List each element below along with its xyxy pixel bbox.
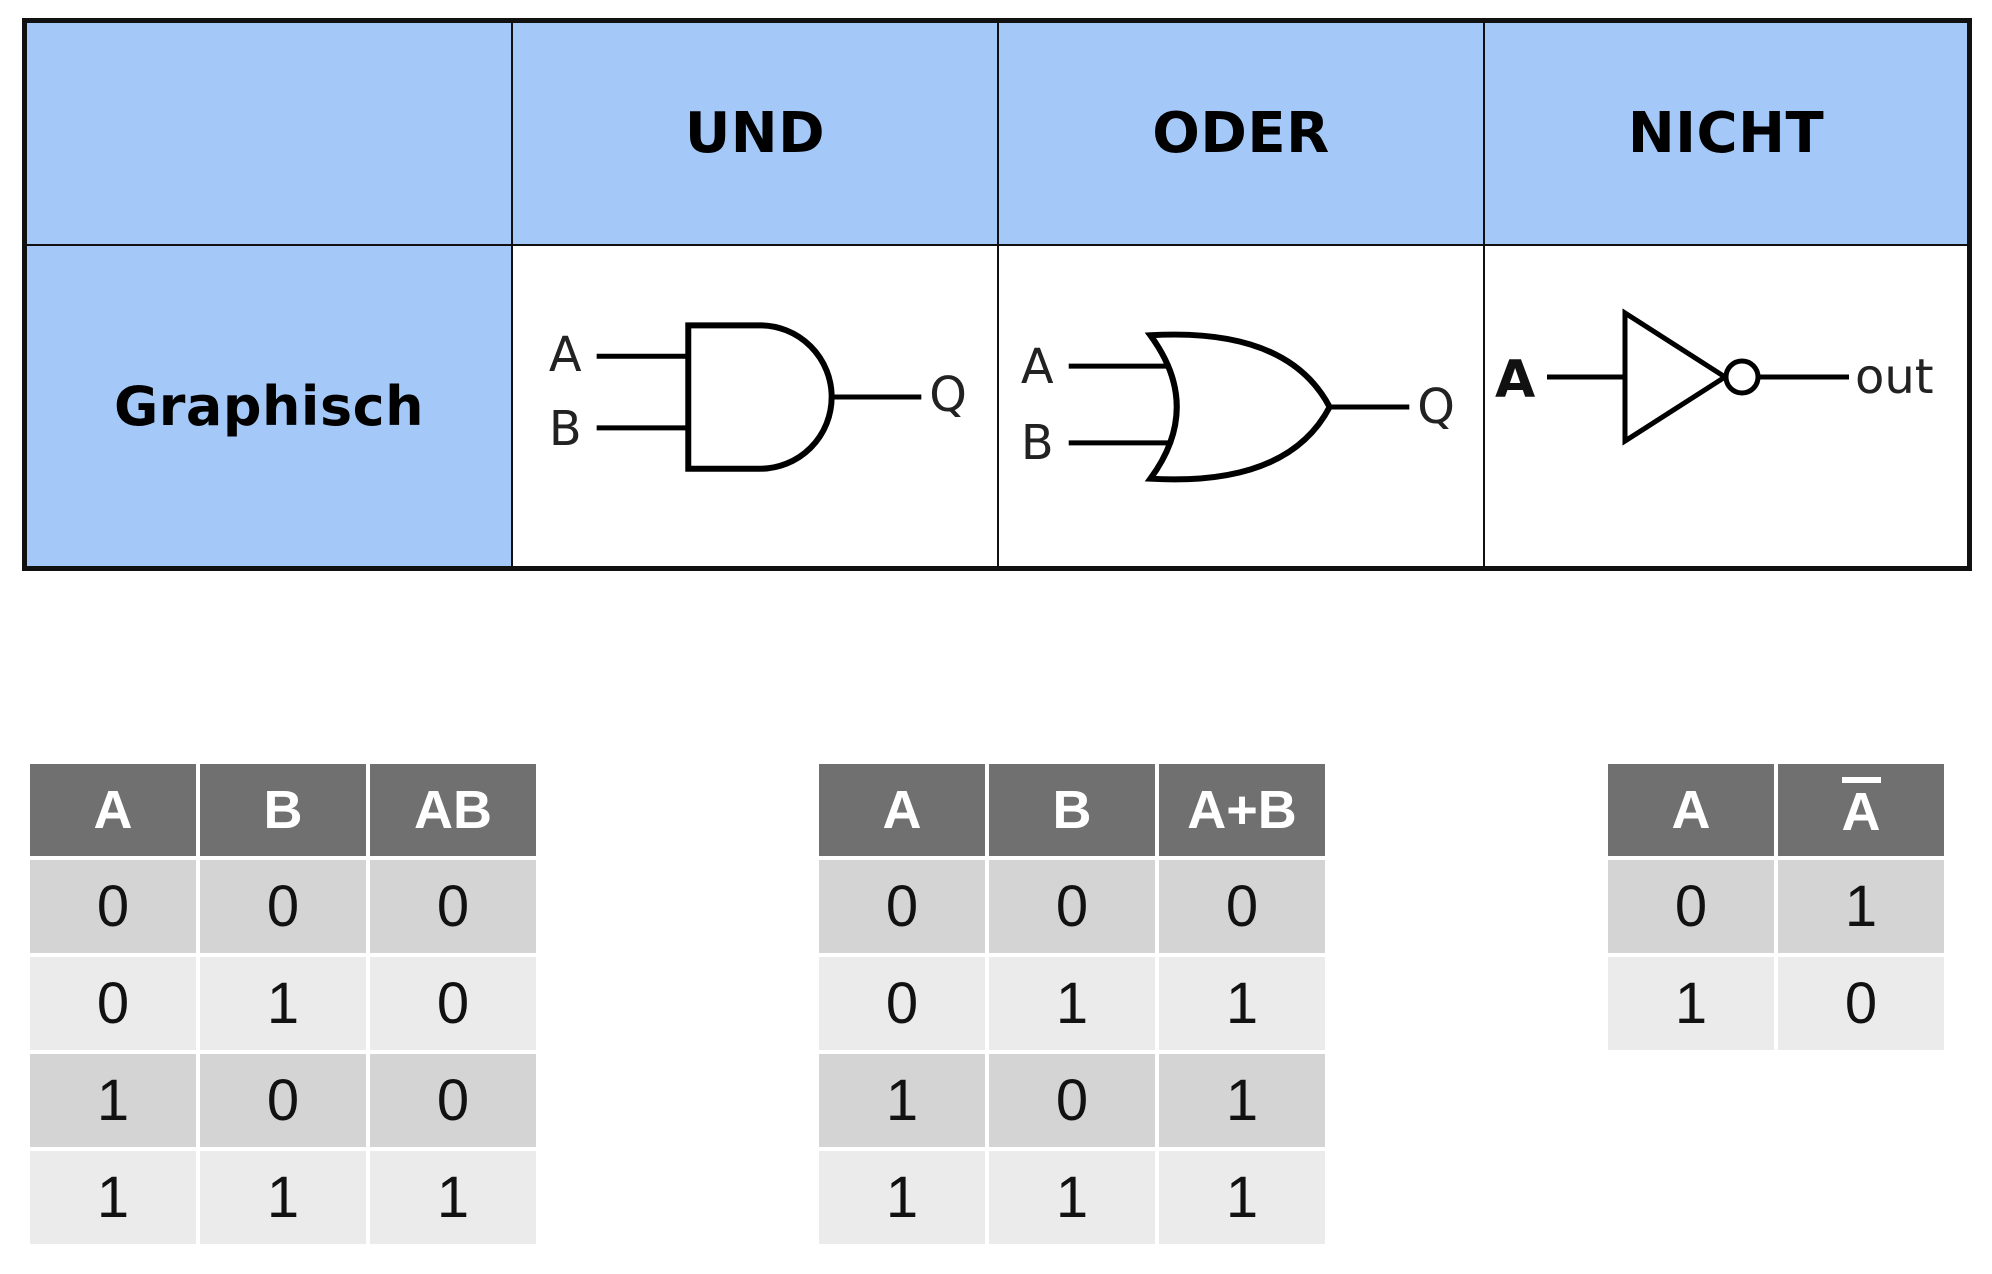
header-nicht: NICHT: [1627, 101, 1825, 166]
table-row: 1 0 0: [30, 1054, 536, 1147]
table-cell: 0: [819, 860, 985, 953]
table-header-row: A B A+B: [819, 764, 1325, 856]
table-cell: 0: [30, 957, 196, 1050]
header-oder-cell: ODER: [999, 23, 1485, 246]
table-cell: 1: [819, 1054, 985, 1147]
table-cell: 1: [200, 1151, 366, 1244]
column-header-a: A: [819, 764, 985, 856]
table-cell: 0: [1608, 860, 1774, 953]
table-header-row: A A: [1608, 764, 1944, 856]
row-label-graphisch: Graphisch: [113, 374, 425, 438]
table-cell: 0: [819, 957, 985, 1050]
or-input-a-label: A: [1021, 340, 1054, 395]
truth-table-not: A A 0 1 1 0: [1604, 760, 1948, 1054]
table-cell: 1: [1608, 957, 1774, 1050]
not-gate-body: [1622, 308, 1730, 446]
table-cell: 1: [1159, 957, 1325, 1050]
column-header-a: A: [1608, 764, 1774, 856]
table-row: 0 0 0: [819, 860, 1325, 953]
not-inversion-bubble: [1723, 358, 1761, 396]
and-output-label: Q: [929, 368, 967, 423]
column-header-ab: AB: [370, 764, 536, 856]
column-header-b: B: [200, 764, 366, 856]
or-output-label: Q: [1417, 380, 1455, 435]
table-row: 0 1 1: [819, 957, 1325, 1050]
table-cell: 0: [200, 860, 366, 953]
table-cell: 1: [819, 1151, 985, 1244]
table-row: 0 1 0: [30, 957, 536, 1050]
table-cell: 1: [370, 1151, 536, 1244]
and-input-b-label: B: [549, 402, 582, 457]
row-label-cell: Graphisch: [27, 246, 513, 566]
truth-table-and: A B AB 0 0 0 0 1 0 1 0 0 1 1 1: [26, 760, 540, 1248]
table-cell: 0: [200, 1054, 366, 1147]
header-oder: ODER: [1152, 101, 1330, 166]
table-cell: 0: [1159, 860, 1325, 953]
table-row: 1 1 1: [819, 1151, 1325, 1244]
table-cell: 1: [200, 957, 366, 1050]
table-row: 1 1 1: [30, 1151, 536, 1244]
table-cell: 1: [989, 957, 1155, 1050]
header-nicht-cell: NICHT: [1485, 23, 1967, 246]
table-cell: 1: [1159, 1054, 1325, 1147]
truth-table-or: A B A+B 0 0 0 0 1 1 1 0 1 1 1 1: [815, 760, 1329, 1248]
not-input-label: A: [1495, 350, 1535, 410]
table-row: 0 0 0: [30, 860, 536, 953]
header-und-cell: UND: [513, 23, 999, 246]
column-header-a: A: [30, 764, 196, 856]
and-gate-cell: A B Q: [513, 246, 999, 566]
table-row: 1 0: [1608, 957, 1944, 1050]
table-cell: 1: [30, 1054, 196, 1147]
table-cell: 1: [1159, 1151, 1325, 1244]
table-cell: 0: [989, 1054, 1155, 1147]
not-gate-symbol: A out: [1495, 308, 1934, 446]
table-row: 1 0 1: [819, 1054, 1325, 1147]
table-cell: 1: [989, 1151, 1155, 1244]
column-header-not-a: A: [1778, 764, 1944, 856]
header-und: UND: [684, 101, 826, 166]
gate-overview-table: UND ODER NICHT Graphisch A B Q A B Q: [22, 18, 1972, 571]
negated-a-label: A: [1841, 777, 1881, 839]
and-gate-body: [685, 322, 835, 472]
table-cell: 0: [370, 1054, 536, 1147]
table-cell: 0: [30, 860, 196, 953]
not-gate-cell: A out: [1485, 246, 1967, 566]
table-cell: 0: [989, 860, 1155, 953]
table-cell: 0: [1778, 957, 1944, 1050]
and-gate-symbol: A B Q: [549, 322, 967, 472]
and-input-a-label: A: [549, 328, 582, 383]
or-gate-cell: A B Q: [999, 246, 1485, 566]
or-gate-body: [1144, 331, 1334, 483]
table-cell: 0: [370, 957, 536, 1050]
table-cell: 0: [370, 860, 536, 953]
or-input-b-label: B: [1021, 416, 1054, 471]
not-output-label: out: [1855, 349, 1934, 405]
column-header-b: B: [989, 764, 1155, 856]
column-header-a-plus-b: A+B: [1159, 764, 1325, 856]
table-cell: 1: [30, 1151, 196, 1244]
corner-header-cell: [27, 23, 513, 246]
table-header-row: A B AB: [30, 764, 536, 856]
or-gate-symbol: A B Q: [1021, 331, 1455, 483]
table-cell: 1: [1778, 860, 1944, 953]
table-row: 0 1: [1608, 860, 1944, 953]
